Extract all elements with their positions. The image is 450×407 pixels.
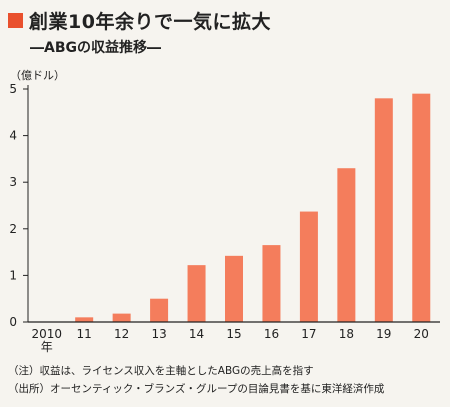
bar bbox=[412, 93, 431, 322]
y-tick-label: 3 bbox=[9, 175, 17, 189]
bar bbox=[299, 211, 318, 322]
x-tick-label: 15 bbox=[226, 327, 241, 341]
bar bbox=[75, 317, 94, 322]
x-tick-label: 16 bbox=[264, 327, 279, 341]
title-row: 創業10年余りで一気に拡大 bbox=[8, 7, 271, 34]
x-tick-label: 18 bbox=[339, 327, 354, 341]
x-tick-label: 11 bbox=[77, 327, 92, 341]
title-marker bbox=[8, 13, 23, 28]
y-tick-label: 5 bbox=[9, 82, 17, 96]
x-tick-label: 12 bbox=[114, 327, 129, 341]
bar bbox=[225, 255, 243, 322]
chart-source: （出所）オーセンティック・ブランズ・グループの目論見書を基に東洋経済作成 bbox=[8, 383, 385, 395]
y-axis-unit: （億ドル） bbox=[10, 69, 65, 82]
bar bbox=[337, 168, 356, 322]
y-tick-label: 0 bbox=[9, 315, 17, 329]
bar bbox=[112, 313, 131, 322]
chart-note: （注）収益は、ライセンス収入を主軸としたABGの売上高を指す bbox=[8, 365, 314, 377]
x-tick-label: 19 bbox=[376, 327, 391, 341]
chart-title: 創業10年余りで一気に拡大 bbox=[29, 11, 271, 33]
bar bbox=[262, 245, 281, 322]
bar bbox=[187, 265, 206, 322]
bar bbox=[374, 98, 393, 322]
y-tick-label: 2 bbox=[9, 222, 17, 236]
x-tick-label: 14 bbox=[189, 327, 204, 341]
x-tick-label: 13 bbox=[151, 327, 166, 341]
y-tick-label: 1 bbox=[9, 268, 17, 282]
x-tick-label: 20 bbox=[414, 327, 429, 341]
chart-subtitle: ―ABGの収益推移― bbox=[30, 40, 161, 56]
bar bbox=[150, 298, 169, 322]
x-tick-label: 17 bbox=[301, 327, 316, 341]
x-tick-label: 年 bbox=[41, 340, 53, 354]
x-tick-label: 2010 bbox=[31, 327, 62, 341]
y-tick-label: 4 bbox=[9, 129, 17, 143]
